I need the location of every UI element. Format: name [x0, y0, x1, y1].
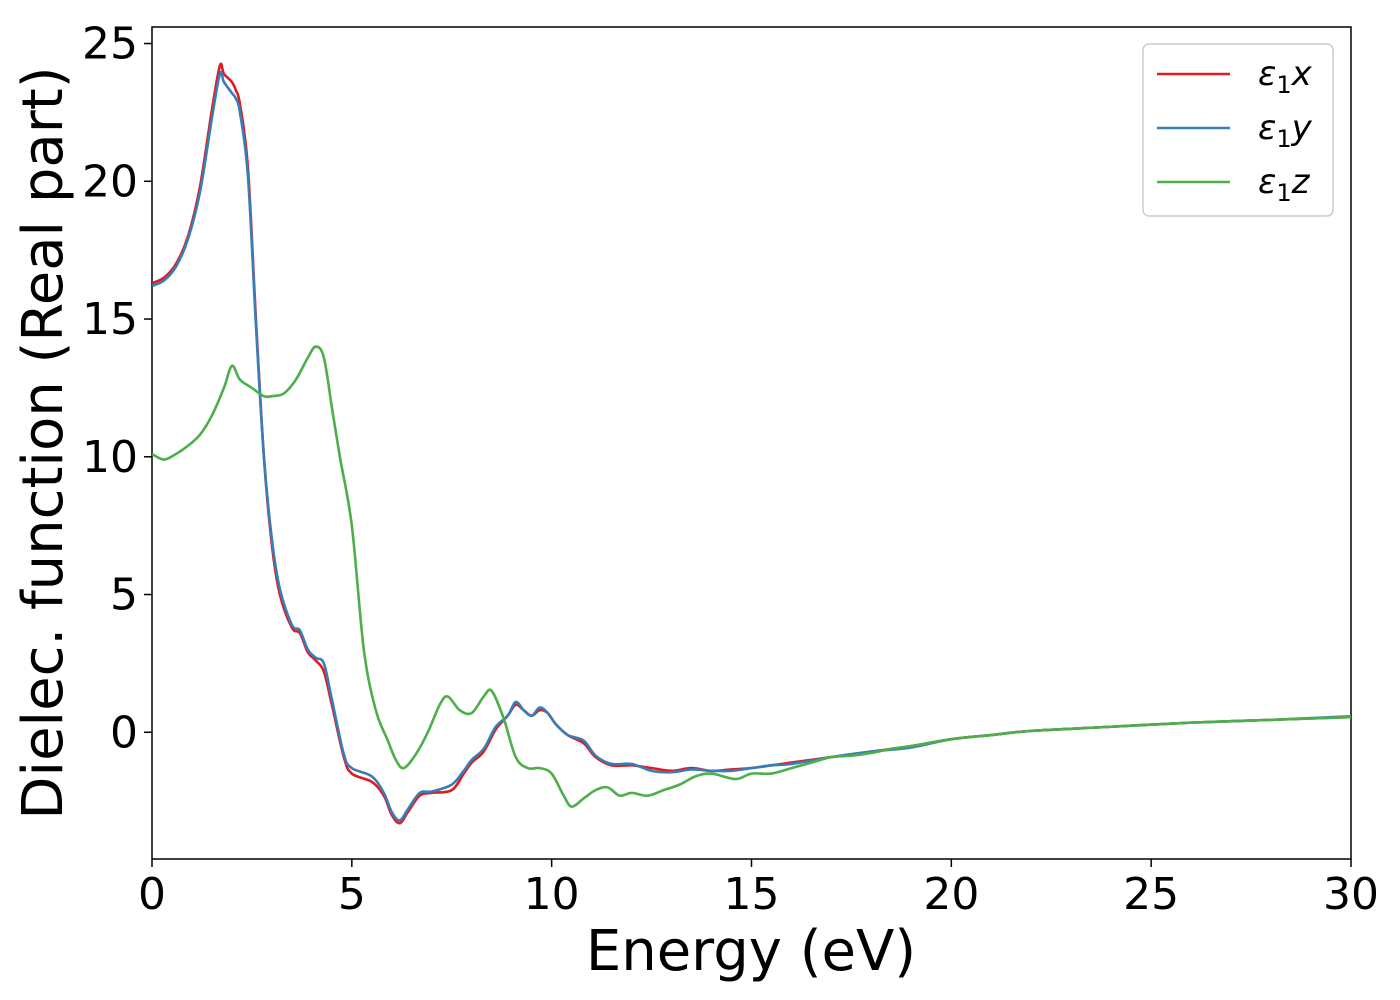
y-axis: 0 5 10 15 20 25 — [82, 19, 152, 758]
series-line-z — [152, 345, 1351, 808]
x-tick-label: 15 — [724, 869, 780, 920]
y-tick-label: 20 — [82, 156, 138, 207]
x-tick-label: 20 — [923, 869, 979, 920]
y-tick-label: 5 — [110, 570, 138, 621]
legend-label-x: ε1x — [1258, 54, 1313, 99]
x-tick-label: 10 — [524, 869, 580, 920]
y-tick-label: 10 — [82, 432, 138, 483]
legend-box — [1142, 43, 1334, 217]
y-axis-title: Dielec. function (Real part) — [11, 66, 76, 819]
series-layer — [152, 62, 1351, 825]
x-tick-label: 5 — [338, 869, 366, 920]
x-axis: 0 5 10 15 20 25 30 — [138, 859, 1379, 920]
legend: ε1x ε1y ε1z — [1142, 43, 1334, 217]
legend-label-z: ε1z — [1258, 162, 1311, 207]
y-tick-label: 15 — [82, 294, 138, 345]
y-tick-label: 0 — [110, 707, 138, 758]
x-tick-label: 25 — [1123, 869, 1179, 920]
y-tick-label: 25 — [82, 19, 138, 70]
series-line-y — [152, 70, 1351, 822]
x-tick-label: 0 — [138, 869, 166, 920]
x-axis-title: Energy (eV) — [586, 919, 916, 984]
x-tick-label: 30 — [1323, 869, 1379, 920]
legend-label-y: ε1y — [1258, 108, 1313, 153]
